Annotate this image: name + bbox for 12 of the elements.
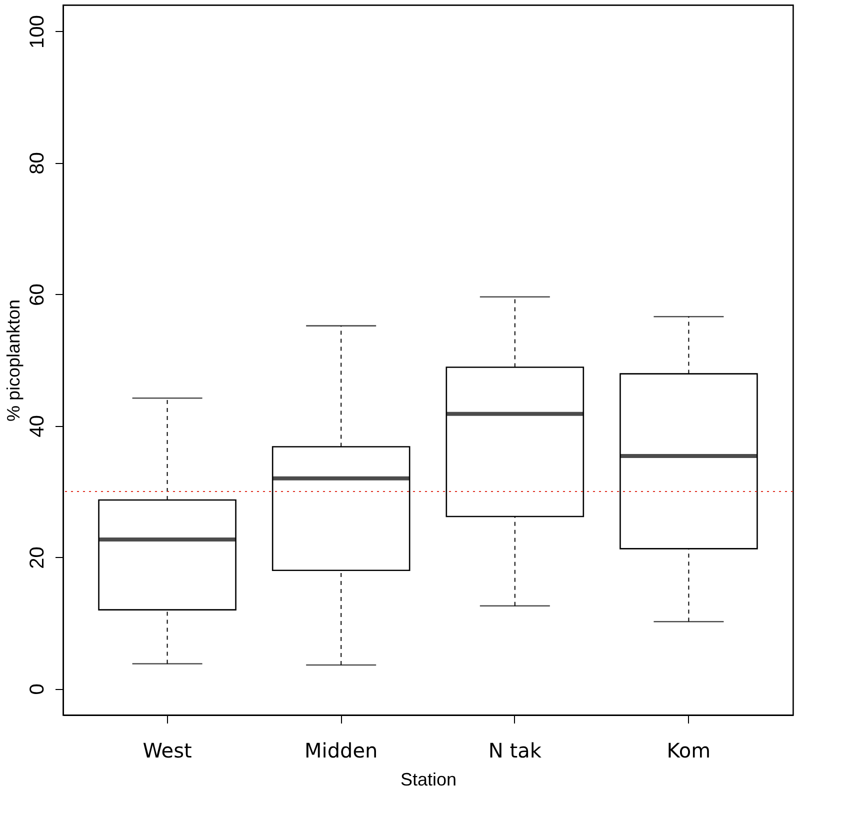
x-tick-label: West [142,738,192,762]
x-tick-label: Midden [304,738,378,762]
y-tick-label: 0 [26,684,48,695]
y-tick-label: 40 [26,415,48,438]
y-axis-title: % picoplankton [4,299,24,422]
y-tick-label: 100 [26,15,48,48]
y-tick-label: 80 [26,152,48,174]
x-tick-label: N tak [488,738,542,762]
y-tick-label: 60 [26,284,48,306]
x-axis-title: Station [400,770,457,790]
y-tick-label: 20 [26,546,48,569]
x-tick-label: Kom [666,738,711,762]
